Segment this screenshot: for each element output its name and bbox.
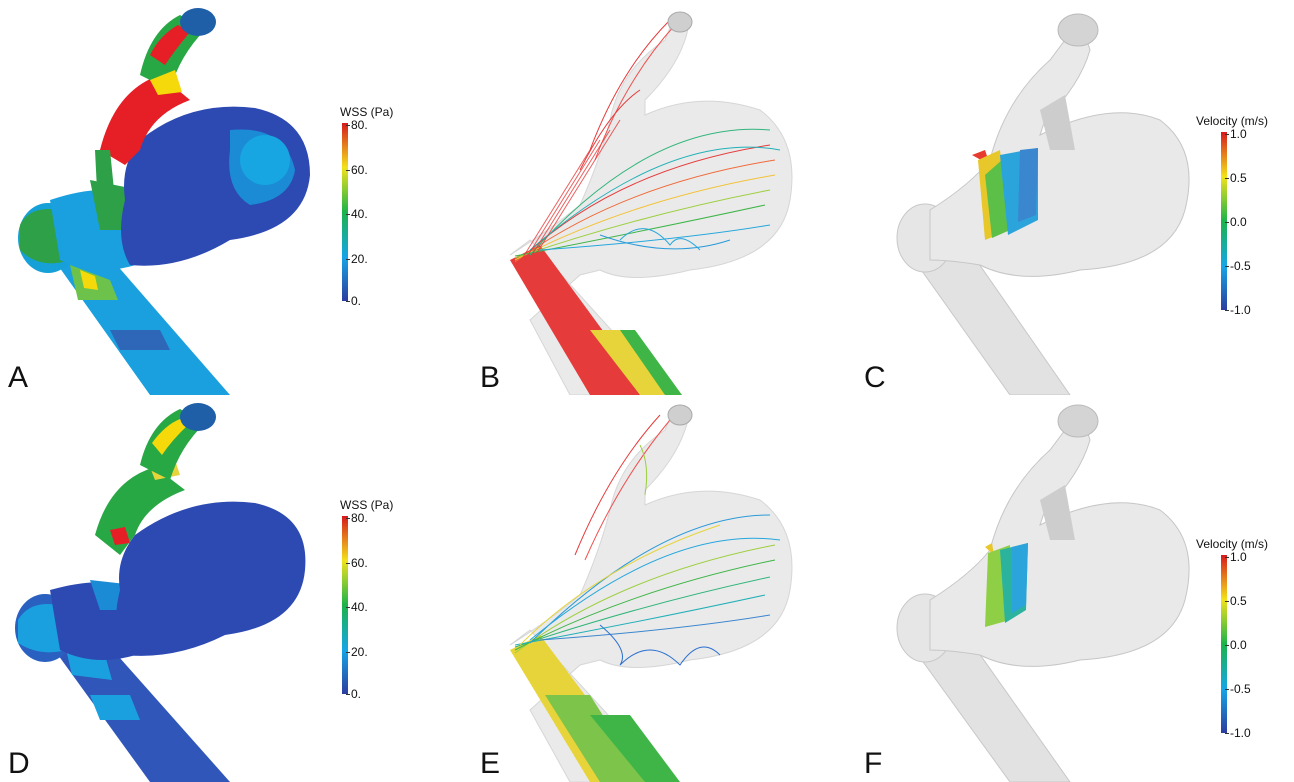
- tick-label: 1.0: [1225, 550, 1247, 564]
- panel-a-wss-surface: A: [0, 0, 330, 395]
- tick-label: 20.: [346, 645, 368, 659]
- legend-title: WSS (Pa): [340, 105, 394, 119]
- tick-label: -0.5: [1225, 259, 1251, 273]
- tick-label: -1.0: [1225, 303, 1251, 317]
- tick-label: -1.0: [1225, 726, 1251, 740]
- legend-title: WSS (Pa): [340, 498, 394, 512]
- panel-label: E: [480, 747, 501, 780]
- tick-label: 1.0: [1225, 127, 1247, 141]
- colorbar: [1221, 555, 1227, 733]
- tick-label: 40.: [346, 600, 368, 614]
- wss-colorbar-legend: WSS (Pa) 80. 60. 40. 20. 0.: [335, 498, 415, 708]
- panel-label: B: [480, 361, 501, 394]
- tick-label: 40.: [346, 207, 368, 221]
- aneurysm-streamline-render: [509, 11, 793, 395]
- aneurysm-streamline-render: [509, 404, 793, 782]
- colorbar: [342, 516, 348, 694]
- tick-label: 20.: [346, 252, 368, 266]
- panel-label: D: [8, 747, 30, 780]
- tick-label: 0.0: [1225, 638, 1247, 652]
- wss-colorbar-legend: WSS (Pa) 80. 60. 40. 20. 0.: [335, 105, 415, 315]
- legend-title: Velocity (m/s): [1196, 537, 1269, 551]
- panel-label: A: [8, 361, 29, 394]
- velocity-colorbar-legend: Velocity (m/s) 1.0 0.5 0.0 -0.5 -1.0: [1196, 114, 1294, 324]
- tick-label: 60.: [346, 163, 368, 177]
- panel-d-wss-surface: D: [0, 395, 330, 782]
- aneurysm-velocity-render: [896, 13, 1190, 395]
- colorbar: [1221, 132, 1227, 310]
- tick-label: 60.: [346, 556, 368, 570]
- legend-title: Velocity (m/s): [1196, 114, 1269, 128]
- velocity-colorbar-legend: Velocity (m/s) 1.0 0.5 0.0 -0.5 -1.0: [1196, 537, 1294, 747]
- tick-label: 80.: [346, 118, 368, 132]
- tick-label: 0.5: [1225, 594, 1247, 608]
- colorbar: [342, 123, 348, 301]
- tick-label: 0.: [345, 294, 362, 308]
- panel-e-streamlines: E: [470, 395, 830, 782]
- aneurysm-wss-render: [15, 403, 306, 782]
- tick-label: 0.: [345, 687, 362, 701]
- tick-label: 0.5: [1225, 171, 1247, 185]
- panel-b-streamlines: B: [470, 0, 830, 395]
- aneurysm-wss-render: [18, 8, 310, 395]
- panel-label: C: [864, 361, 886, 394]
- tick-label: 80.: [346, 511, 368, 525]
- aneurysm-velocity-render: [896, 404, 1190, 782]
- panel-f-velocity-plane: F: [860, 395, 1190, 782]
- tick-label: -0.5: [1225, 682, 1251, 696]
- panel-c-velocity-plane: C: [860, 0, 1190, 395]
- tick-label: 0.0: [1225, 215, 1247, 229]
- panel-label: F: [864, 747, 883, 780]
